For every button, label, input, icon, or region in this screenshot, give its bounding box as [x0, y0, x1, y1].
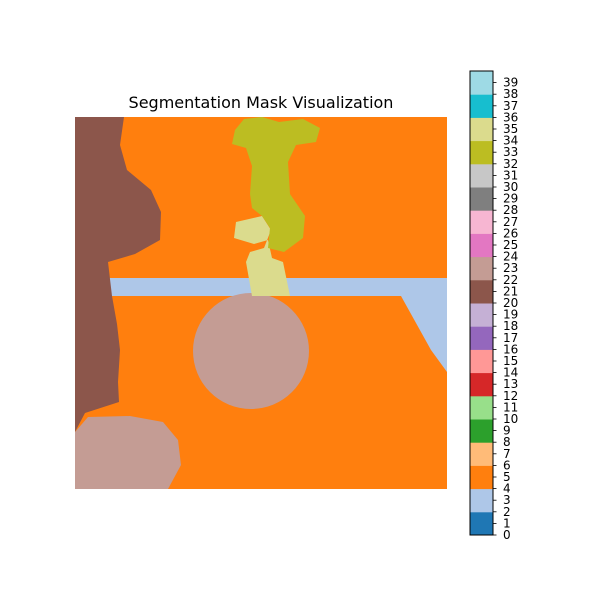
- colorbar-swatch: [470, 140, 493, 165]
- colorbar-tick-label: 14: [503, 366, 518, 380]
- chart-title: Segmentation Mask Visualization: [129, 93, 394, 112]
- colorbar-swatch: [470, 465, 493, 490]
- colorbar-swatch: [470, 187, 493, 211]
- colorbar-swatch: [470, 94, 493, 118]
- colorbar-tick-label: 11: [503, 400, 518, 414]
- colorbar-tick-label: 1: [503, 516, 511, 530]
- colorbar-tick-label: 0: [503, 528, 511, 542]
- colorbar-tick-label: 36: [503, 110, 518, 124]
- colorbar-tick-label: 35: [503, 122, 518, 136]
- colorbar-swatch: [470, 256, 493, 281]
- colorbar-tick-label: 26: [503, 226, 518, 240]
- region-bottom-left-blob: [75, 416, 181, 489]
- colorbar-tick-label: 2: [503, 505, 511, 519]
- colorbar-tick-label: 24: [503, 250, 518, 264]
- colorbar-tick-label: 20: [503, 296, 518, 310]
- colorbar-tick-label: 9: [503, 424, 511, 438]
- colorbar-swatch: [470, 71, 493, 95]
- colorbar-swatch: [470, 279, 493, 304]
- colorbar-tick-label: 32: [503, 157, 518, 171]
- colorbar-tick-label: 28: [503, 203, 518, 217]
- colorbar-tick-label: 10: [503, 412, 518, 426]
- region-circle: [193, 293, 309, 409]
- colorbar-tick-label: 33: [503, 145, 518, 159]
- colorbar-swatch: [470, 372, 493, 397]
- colorbar-tick-label: 30: [503, 180, 518, 194]
- colorbar-swatch: [470, 233, 493, 258]
- colorbar-swatch: [470, 349, 493, 374]
- colorbar-tick-label: 13: [503, 377, 518, 391]
- colorbar-tick-label: 21: [503, 284, 518, 298]
- colorbar-swatch: [470, 210, 493, 234]
- colorbar-tick-label: 17: [503, 331, 518, 345]
- colorbar-tick-label: 7: [503, 447, 511, 461]
- colorbar-tick-label: 23: [503, 261, 518, 275]
- colorbar-swatch: [470, 117, 493, 142]
- colorbar-tick-label: 8: [503, 435, 511, 449]
- colorbar-swatch: [470, 395, 493, 420]
- colorbar-tick-label: 37: [503, 99, 518, 113]
- colorbar-tick-label: 12: [503, 389, 518, 403]
- colorbar-tick-label: 4: [503, 482, 511, 496]
- region-upper-figure: [232, 117, 320, 252]
- colorbar-tick-label: 39: [503, 76, 518, 90]
- colorbar-swatch: [470, 442, 493, 466]
- colorbar-tick-label: 16: [503, 342, 518, 356]
- colorbar-tick-label: 15: [503, 354, 518, 368]
- colorbar-swatch: [470, 511, 493, 536]
- colorbar-tick-label: 31: [503, 168, 518, 182]
- region-left-wall: [75, 117, 161, 432]
- colorbar-tick-label: 29: [503, 192, 518, 206]
- colorbar-swatch: [470, 326, 493, 350]
- colorbar-swatch: [470, 488, 493, 513]
- colorbar-tick-label: 18: [503, 319, 518, 333]
- region-lower-figure: [234, 216, 290, 296]
- colorbar-swatch: [470, 163, 493, 188]
- colorbar-tick-label: 22: [503, 273, 518, 287]
- colorbar-tick-label: 38: [503, 87, 518, 101]
- colorbar: 0123456789101112131415161718192021222324…: [469, 70, 518, 542]
- colorbar-tick-label: 27: [503, 215, 518, 229]
- colorbar-tick-label: 6: [503, 458, 511, 472]
- mask-image: [75, 117, 447, 489]
- colorbar-tick-label: 3: [503, 493, 511, 507]
- colorbar-swatch: [470, 419, 493, 443]
- colorbar-swatches: [470, 71, 493, 536]
- colorbar-tick-label: 25: [503, 238, 518, 252]
- colorbar-tick-label: 19: [503, 308, 518, 322]
- colorbar-tick-label: 34: [503, 134, 518, 148]
- colorbar-ticks: 0123456789101112131415161718192021222324…: [493, 76, 518, 542]
- colorbar-swatch: [470, 303, 493, 327]
- region-horizontal-band: [108, 278, 447, 372]
- colorbar-tick-label: 5: [503, 470, 511, 484]
